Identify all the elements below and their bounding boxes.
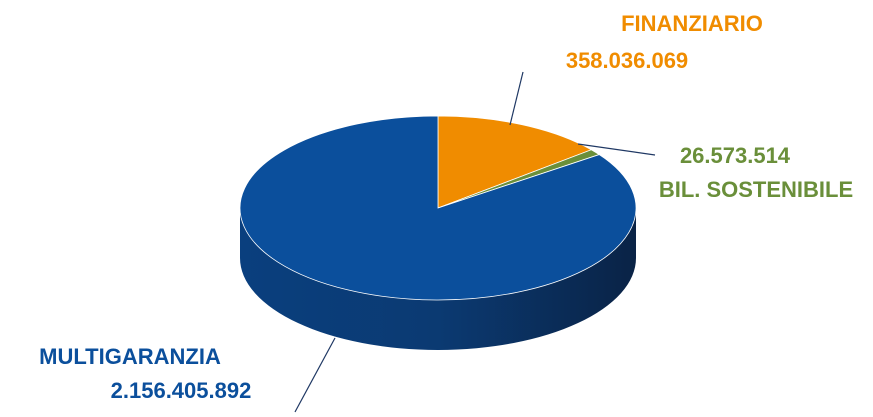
leader-line — [509, 71, 524, 126]
value-label: 2.156.405.892 — [111, 378, 252, 403]
category-label: MULTIGARANZIA — [39, 344, 221, 369]
category-label: FINANZIARIO — [621, 11, 763, 36]
labels: FINANZIARIO 358.036.069 BIL. SOSTENIBILE 26… — [39, 11, 853, 413]
value-label: 358.036.069 — [566, 48, 688, 73]
pie — [239, 115, 637, 301]
value-label: 26.573.514 — [680, 143, 791, 168]
pie-side — [240, 208, 636, 350]
category-label: BIL. SOSTENIBILE — [659, 177, 853, 202]
leader-line — [577, 143, 656, 156]
pie-slice — [239, 115, 637, 301]
leader-line — [294, 337, 336, 413]
